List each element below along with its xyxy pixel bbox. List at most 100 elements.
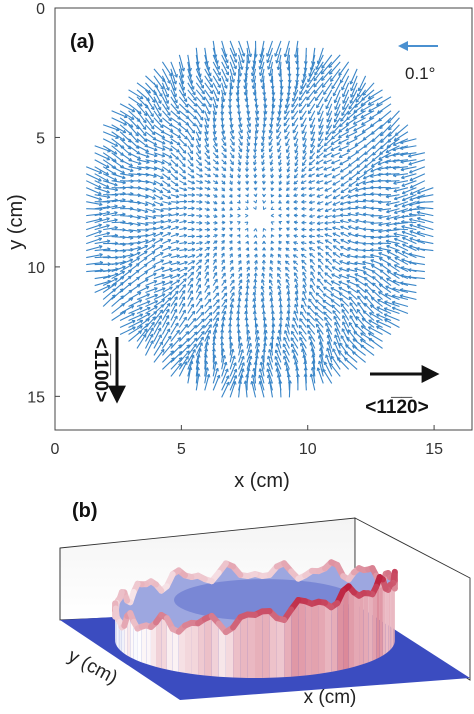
vector-arrow-head [229, 310, 234, 314]
vector-arrow [178, 89, 188, 102]
vector-arrow [324, 131, 333, 141]
vector-arrow-head [315, 292, 320, 297]
vector-arrow-head [316, 246, 321, 250]
vector-arrow-head [252, 367, 257, 372]
vector-arrow [355, 145, 366, 154]
vector-arrow [342, 89, 350, 104]
vector-arrow-head [308, 161, 313, 166]
vector-arrow [86, 218, 103, 224]
vector-arrow-head [175, 206, 180, 211]
vector-arrow [145, 208, 156, 213]
vector-arrow [221, 368, 229, 384]
vector-arrow [187, 324, 197, 335]
vector-arrow-head [204, 347, 209, 352]
vector-arrow-head [206, 155, 211, 160]
vector-arrow [299, 337, 307, 349]
vector-arrow [195, 259, 203, 265]
vector-arrow-head [347, 239, 352, 244]
vector-arrow-head [362, 181, 367, 185]
vector-arrow [263, 89, 266, 102]
vector-arrow-head [368, 108, 372, 113]
vector-arrow-head [174, 74, 178, 78]
vector-arrow-head [394, 250, 399, 254]
vector-arrow [145, 96, 155, 110]
vector-arrow [195, 342, 203, 356]
vector-arrow [195, 103, 205, 114]
vector-arrow-head [183, 272, 188, 277]
vector-arrow-head [199, 247, 203, 252]
vector-arrow [298, 324, 307, 335]
vector-arrow-head [183, 212, 187, 217]
vector-arrow-head [290, 343, 295, 347]
vector-arrow [162, 357, 175, 370]
vector-arrow-head [282, 349, 287, 354]
vector-arrow-head [128, 289, 133, 294]
vector-arrow-head [331, 85, 335, 90]
vector-arrow-head [342, 93, 346, 98]
vector-arrow [378, 236, 392, 239]
vector-arrow-head [183, 193, 188, 198]
vector-arrow-head [161, 153, 166, 158]
vector-arrow [94, 180, 110, 188]
vector-arrow-head [191, 199, 195, 204]
vector-arrow-head [240, 368, 245, 372]
vector-arrow-head [291, 116, 295, 120]
vector-arrow-head [326, 112, 330, 116]
vector-arrow-head [114, 225, 118, 230]
vector-arrow-head [199, 342, 203, 346]
vector-arrow-head [334, 112, 338, 117]
vector-arrow-head [197, 265, 202, 269]
vector-arrow-head [302, 271, 306, 276]
vector-arrow [362, 261, 375, 266]
vector-arrow-head [372, 282, 376, 287]
vector-arrow-head [169, 274, 173, 278]
vector-arrow-head [233, 59, 238, 63]
vector-arrow-head [152, 181, 157, 186]
vector-arrow [170, 180, 179, 187]
vector-arrow [358, 75, 367, 92]
vector-arrow [328, 54, 341, 68]
vector-arrow [342, 96, 350, 110]
vector-arrow [316, 234, 324, 238]
vector-arrow [301, 265, 307, 272]
vector-arrow-head [300, 186, 305, 191]
vector-arrow [179, 194, 188, 197]
vector-arrow [221, 131, 226, 140]
vector-arrow-head [239, 374, 244, 378]
vector-arrow-head [277, 260, 281, 265]
vector-arrow [401, 221, 417, 224]
vector-arrow-head [383, 313, 388, 318]
vector-arrow-head [377, 298, 381, 303]
vector-arrow [306, 75, 316, 88]
vector-arrow [136, 82, 151, 94]
vector-arrow [340, 201, 349, 205]
vector-arrow [284, 103, 290, 114]
vector-arrow [326, 110, 333, 123]
vector-arrow [310, 131, 316, 141]
vector-arrow-head [252, 291, 257, 296]
vector-arrow-head [176, 148, 180, 153]
vector-arrow [145, 194, 156, 200]
vector-arrow-head [229, 233, 233, 238]
vector-arrow [170, 89, 178, 104]
vector-arrow [402, 243, 417, 252]
vector-arrow-head [106, 239, 111, 244]
vector-arrow [330, 68, 341, 82]
vector-arrow [145, 215, 156, 219]
vector-arrow [361, 317, 375, 328]
vector-arrow [162, 253, 172, 259]
vector-arrow [316, 194, 324, 198]
vector-arrow [286, 152, 290, 160]
vector-arrow [229, 152, 235, 159]
vector-arrow [317, 138, 324, 148]
vector-arrow [345, 117, 358, 126]
vector-arrow-head [206, 291, 211, 296]
vector-arrow [324, 239, 333, 245]
vector-arrow [340, 232, 349, 238]
vector-arrow [128, 89, 144, 100]
vector-arrow [408, 213, 425, 217]
vector-arrow [263, 103, 267, 115]
surface-wall [178, 625, 185, 673]
vector-arrow-head [132, 326, 136, 331]
